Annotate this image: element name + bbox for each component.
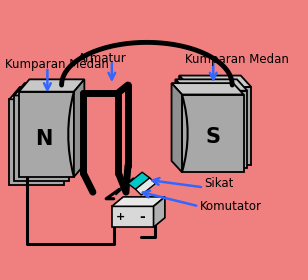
Text: N: N	[35, 129, 52, 149]
Polygon shape	[175, 79, 186, 169]
Polygon shape	[186, 91, 247, 169]
Text: Kumparan Medan: Kumparan Medan	[185, 53, 289, 66]
Text: S: S	[205, 127, 220, 147]
Polygon shape	[172, 83, 182, 172]
Text: Kumparan Medan: Kumparan Medan	[5, 58, 109, 71]
Polygon shape	[182, 95, 244, 172]
Polygon shape	[175, 79, 247, 91]
Text: Sikat: Sikat	[205, 177, 234, 190]
Polygon shape	[179, 76, 251, 87]
Polygon shape	[10, 99, 64, 185]
Polygon shape	[14, 83, 79, 95]
Text: -: -	[139, 210, 145, 224]
Polygon shape	[10, 87, 75, 99]
Polygon shape	[112, 197, 165, 206]
Polygon shape	[172, 83, 244, 95]
Polygon shape	[74, 79, 84, 177]
Polygon shape	[19, 79, 84, 92]
Polygon shape	[179, 76, 189, 165]
Polygon shape	[189, 87, 251, 165]
Polygon shape	[112, 206, 153, 227]
Text: Armatur: Armatur	[78, 52, 127, 65]
Polygon shape	[19, 92, 74, 177]
Polygon shape	[128, 172, 150, 189]
Polygon shape	[136, 178, 156, 195]
Polygon shape	[14, 95, 69, 181]
Text: Komutator: Komutator	[200, 200, 262, 213]
Polygon shape	[153, 197, 165, 227]
Polygon shape	[116, 178, 134, 195]
Text: +: +	[116, 212, 125, 222]
